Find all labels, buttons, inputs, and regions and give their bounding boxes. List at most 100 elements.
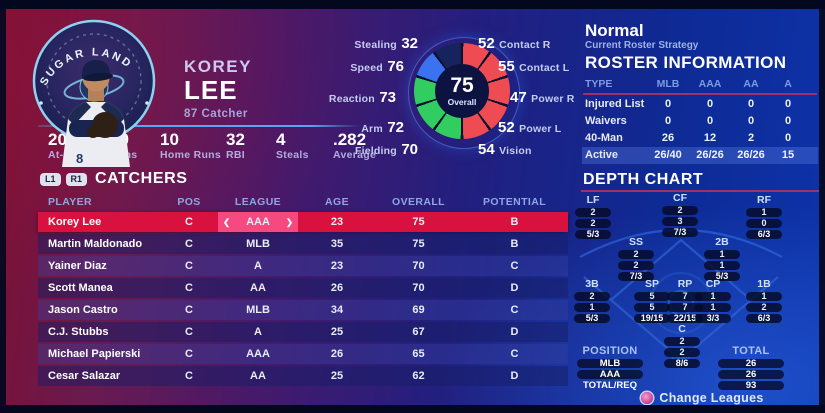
attr-value: 70	[401, 141, 418, 158]
player-last-name: LEE	[184, 75, 238, 105]
depth-position-1b: 1B 1 2 6/3	[742, 279, 786, 323]
stat-steals: 4 Steals	[276, 130, 333, 161]
attr-label: Contact R	[499, 39, 551, 51]
depth-position-lf: LF 2 2 5/3	[571, 195, 615, 239]
stat-value: 32	[226, 130, 245, 149]
attr-power-r: 47 Power R	[510, 90, 575, 106]
attr-fielding: Fielding 70	[355, 142, 418, 158]
roster-strategy-title: Normal	[585, 21, 644, 40]
table-row[interactable]: Michael Papierski C AAA 26 65 C	[38, 344, 568, 364]
attr-label: Arm	[361, 123, 383, 135]
overall-rating-center: 75 Overall	[435, 64, 489, 118]
roster-strategy-subtitle: Current Roster Strategy	[585, 40, 699, 51]
league-value: AAA	[246, 216, 270, 228]
summary-label-mlb: MLB	[577, 359, 643, 368]
roster-information-title: ROSTER INFORMATION	[585, 53, 787, 72]
attr-value: 55	[498, 58, 515, 75]
summary-label-total-req: TOTAL/REQ	[582, 380, 637, 391]
change-leagues-button[interactable]: Change Leagues	[595, 391, 810, 405]
position-code: SP	[644, 278, 659, 290]
table-row[interactable]: Yainer Diaz C A 23 70 C	[38, 256, 568, 276]
stat-label: RBI	[226, 149, 245, 161]
league-next-arrow[interactable]: ❯	[285, 217, 293, 227]
attr-label: Fielding	[355, 145, 397, 157]
depth-position-sp: SP 5 5 19/15	[634, 279, 670, 323]
position-mlb-count: 2	[618, 250, 654, 259]
r1-button-icon[interactable]: R1	[65, 172, 88, 186]
depth-position-2b: 2B 1 1 5/3	[700, 237, 744, 281]
position-code: RP	[677, 278, 693, 290]
position-code: CP	[705, 278, 721, 290]
summary-value-aaa: 26	[718, 370, 784, 379]
position-total-req: 5/3	[574, 314, 610, 323]
position-total-req: 3/3	[695, 314, 731, 323]
position-code: 2B	[715, 236, 729, 248]
attr-value: 72	[387, 119, 404, 136]
stat-rbi: 32 RBI	[226, 130, 276, 161]
position-aaa-count: 1	[695, 303, 731, 312]
col-overall: OVERALL	[392, 196, 445, 208]
touchpad-button-icon	[641, 392, 654, 404]
attr-speed: Speed 76	[350, 59, 404, 75]
table-row[interactable]: Scott Manea C AA 26 70 D	[38, 278, 568, 298]
position-total-req: 5/3	[575, 230, 611, 239]
attr-value: 47	[510, 89, 527, 106]
depth-position-3b: 3B 2 1 5/3	[570, 279, 614, 323]
attr-value: 76	[387, 58, 404, 75]
depth-chart-divider	[581, 190, 819, 192]
depth-chart-title: DEPTH CHART	[583, 171, 704, 188]
position-mlb-count: 2	[664, 337, 700, 346]
position-code: SS	[628, 236, 643, 248]
stats-divider	[38, 125, 360, 127]
attr-label: Contact L	[519, 62, 570, 74]
catchers-header: PLAYER POS LEAGUE AGE OVERALL POTENTIAL	[38, 196, 568, 208]
attr-value: 32	[401, 35, 418, 52]
attr-contact-l: 55 Contact L	[498, 59, 569, 75]
attr-value: 52	[478, 35, 495, 52]
position-code: C	[678, 323, 686, 335]
player-first-name: KOREY	[184, 57, 252, 76]
player-name-block: KOREY LEE 87 Catcher	[184, 57, 252, 120]
table-row[interactable]: C.J. Stubbs C A 25 67 D	[38, 322, 568, 342]
l1-button-icon[interactable]: L1	[40, 172, 61, 186]
attr-arm: Arm 72	[361, 120, 404, 136]
attribute-ring-area: 75 Overall Stealing 32 Speed 76 Reaction…	[329, 28, 580, 173]
attr-contact-r: 52 Contact R	[478, 36, 551, 52]
table-row[interactable]: Martin Maldonado C MLB 35 75 B	[38, 234, 568, 254]
position-mlb-count: 1	[746, 292, 782, 301]
attr-power-l: 52 Power L	[498, 120, 561, 136]
catchers-table: Korey Lee C ❮ AAA ❯ 23 75 B Martin Maldo…	[38, 212, 568, 388]
total-header: TOTAL	[732, 345, 770, 357]
stat-label: Average	[333, 149, 377, 161]
col-a: A	[784, 78, 792, 90]
col-potential: POTENTIAL	[482, 196, 547, 208]
attr-label: Speed	[350, 62, 383, 74]
roster-row-injured-list: Injured List 0 0 0 0	[585, 98, 792, 110]
letterbox-left	[0, 0, 6, 413]
attr-label: Stealing	[354, 39, 397, 51]
depth-position-rf: RF 1 0 6/3	[742, 195, 786, 239]
league-selector[interactable]: ❮ AAA ❯	[218, 212, 298, 232]
position-mlb-count: 7	[667, 292, 703, 301]
summary-value-mlb: 26	[718, 359, 784, 368]
table-row-selected[interactable]: Korey Lee C ❮ AAA ❯ 23 75 B	[38, 212, 568, 232]
col-type: TYPE	[585, 78, 613, 90]
letterbox-top	[0, 0, 825, 9]
player-overall-position: 87 Catcher	[184, 108, 252, 120]
attr-reaction: Reaction 73	[329, 90, 396, 106]
stat-label: Home Runs	[160, 149, 222, 161]
player-position-name: Catcher	[201, 108, 248, 120]
attr-stealing: Stealing 32	[354, 36, 418, 52]
player-portrait: SUGAR LAND 8	[32, 19, 156, 167]
table-row[interactable]: Jason Castro C MLB 34 69 C	[38, 300, 568, 320]
position-total-req: 7/3	[618, 272, 654, 281]
roster-row-active: Active 26/40 26/26 26/26 15	[585, 147, 815, 164]
stat-value: .282	[333, 130, 367, 149]
position-aaa-count: 2	[664, 348, 700, 357]
stat-label: Steals	[276, 149, 309, 161]
col-age: AGE	[325, 196, 349, 208]
position-total-req: 5/3	[704, 272, 740, 281]
table-row[interactable]: Cesar Salazar C AA 25 62 D	[38, 366, 568, 386]
position-code: 1B	[757, 278, 771, 290]
league-prev-arrow[interactable]: ❮	[223, 217, 231, 227]
